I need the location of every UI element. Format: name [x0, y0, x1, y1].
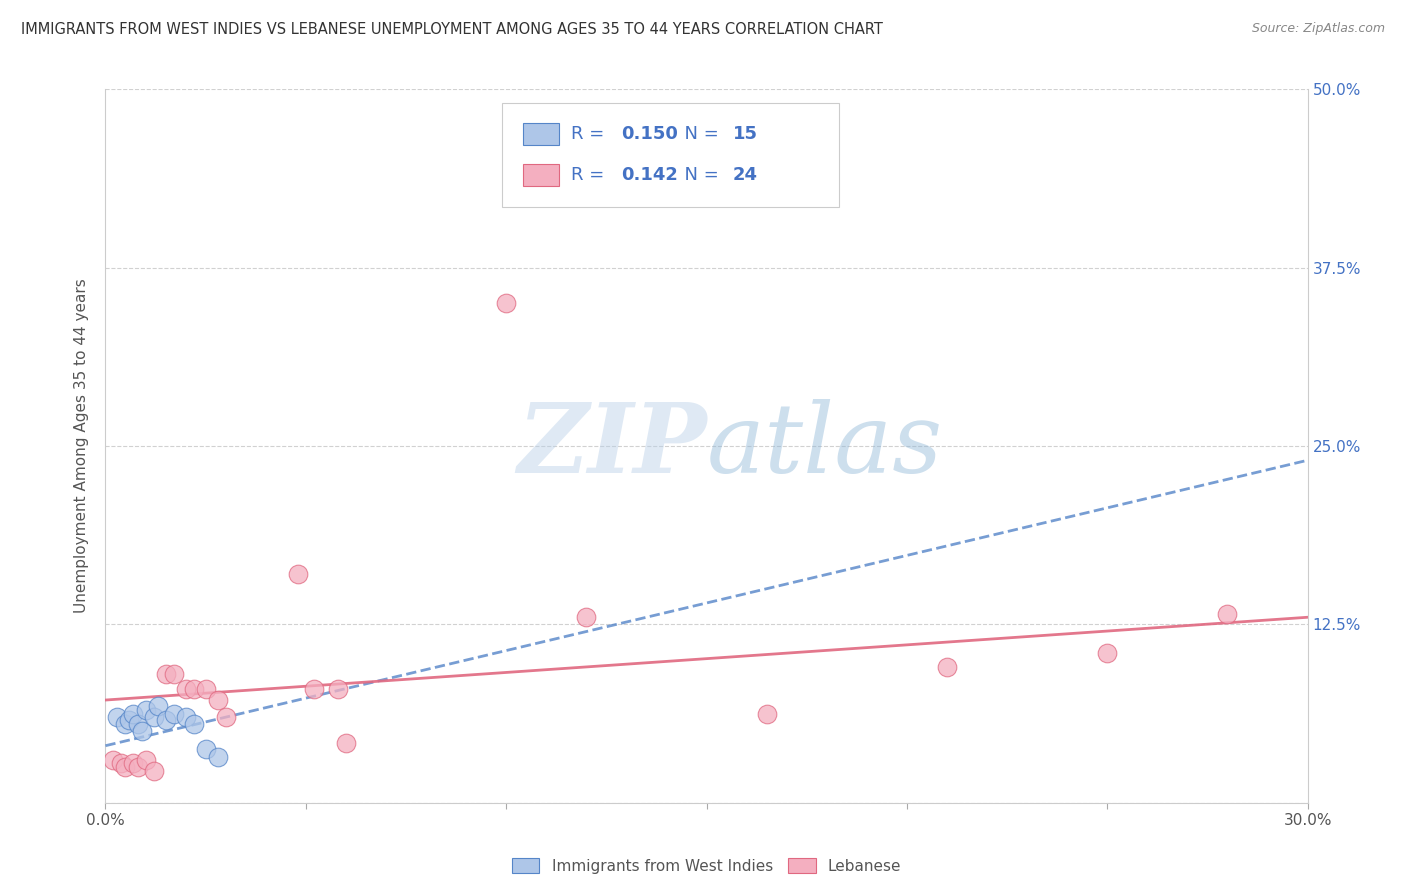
Text: 0.150: 0.150	[621, 125, 678, 143]
Point	[146, 698, 169, 713]
Text: atlas: atlas	[707, 399, 942, 493]
Point	[495, 296, 517, 310]
Text: Source: ZipAtlas.com: Source: ZipAtlas.com	[1251, 22, 1385, 36]
Point	[114, 717, 136, 731]
Point	[135, 753, 157, 767]
Point	[183, 717, 205, 731]
Point	[183, 681, 205, 696]
Point	[127, 717, 149, 731]
Point	[1216, 607, 1239, 622]
FancyBboxPatch shape	[523, 123, 558, 145]
Point	[174, 681, 197, 696]
Point	[207, 750, 229, 764]
Text: 15: 15	[733, 125, 758, 143]
Point	[122, 756, 145, 770]
Text: ZIP: ZIP	[517, 399, 707, 493]
Point	[155, 667, 177, 681]
Text: N =: N =	[673, 125, 724, 143]
Point	[142, 764, 165, 779]
Point	[103, 753, 125, 767]
Text: IMMIGRANTS FROM WEST INDIES VS LEBANESE UNEMPLOYMENT AMONG AGES 35 TO 44 YEARS C: IMMIGRANTS FROM WEST INDIES VS LEBANESE …	[21, 22, 883, 37]
Point	[302, 681, 325, 696]
Point	[131, 724, 153, 739]
Point	[118, 713, 141, 727]
Point	[1097, 646, 1119, 660]
Y-axis label: Unemployment Among Ages 35 to 44 years: Unemployment Among Ages 35 to 44 years	[75, 278, 90, 614]
Point	[326, 681, 349, 696]
Point	[162, 707, 184, 722]
Point	[174, 710, 197, 724]
Point	[287, 567, 309, 582]
Point	[335, 736, 357, 750]
Point	[936, 660, 959, 674]
Point	[575, 610, 598, 624]
Point	[107, 710, 129, 724]
Point	[755, 707, 778, 722]
Point	[194, 681, 217, 696]
Point	[162, 667, 184, 681]
Text: R =: R =	[571, 125, 610, 143]
Point	[114, 760, 136, 774]
Text: 0.142: 0.142	[621, 166, 678, 184]
Point	[194, 741, 217, 756]
Point	[127, 760, 149, 774]
Point	[142, 710, 165, 724]
Point	[110, 756, 132, 770]
Legend: Immigrants from West Indies, Lebanese: Immigrants from West Indies, Lebanese	[512, 858, 901, 873]
Text: 24: 24	[733, 166, 758, 184]
Text: N =: N =	[673, 166, 724, 184]
Text: R =: R =	[571, 166, 610, 184]
Point	[155, 713, 177, 727]
FancyBboxPatch shape	[502, 103, 839, 207]
Point	[214, 710, 236, 724]
Point	[135, 703, 157, 717]
FancyBboxPatch shape	[523, 164, 558, 186]
Point	[207, 693, 229, 707]
Point	[122, 707, 145, 722]
